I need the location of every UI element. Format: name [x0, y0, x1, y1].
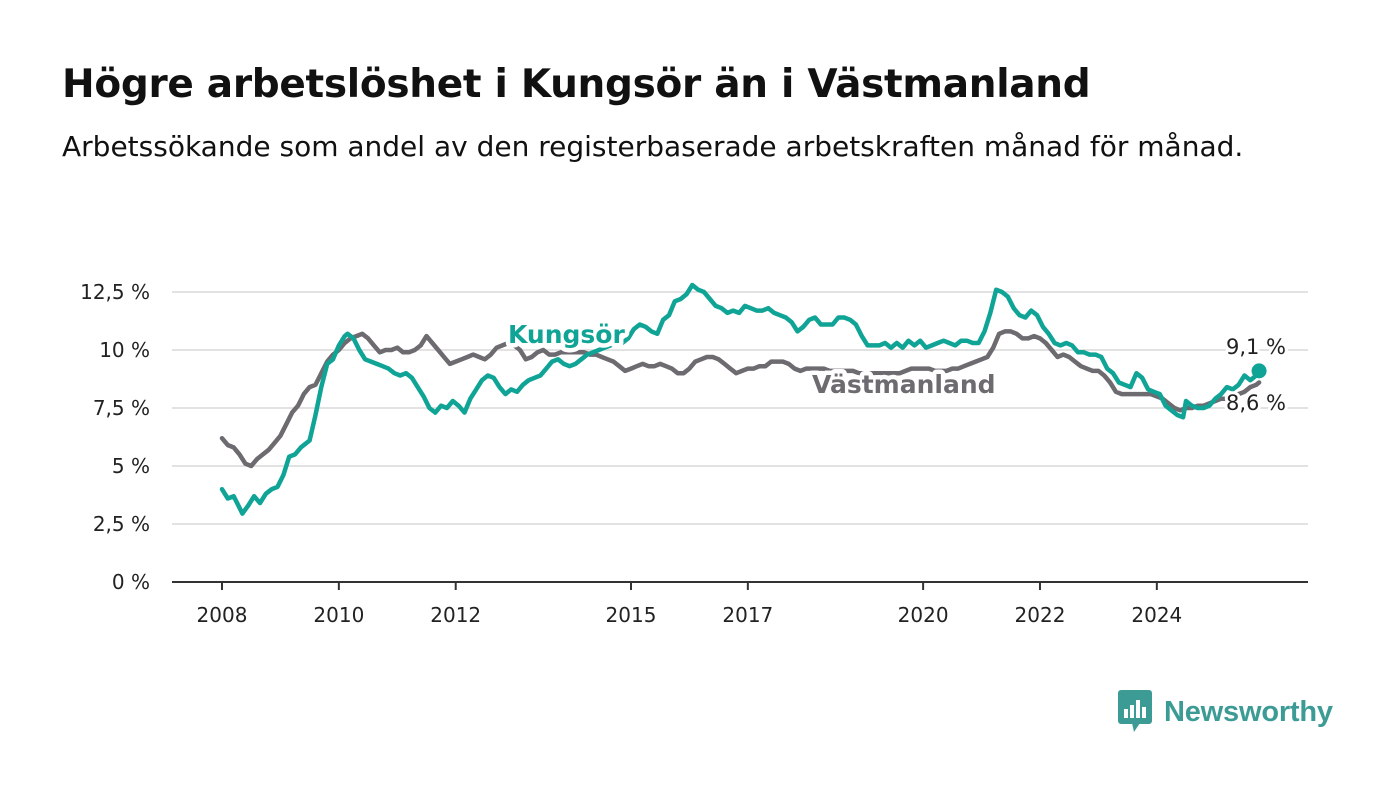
y-tick-label: 0 %: [112, 570, 150, 594]
y-tick-label: 12,5 %: [80, 280, 150, 304]
end-value-vastmanland: 8,6 %: [1226, 391, 1286, 415]
x-axis-ticks: 2008 2010 2012 2015 2017 2020 2022 2024: [197, 582, 1182, 627]
series-labels: Kungsör Västmanland 9,1 % 8,6 %: [504, 316, 1290, 419]
y-tick-label: 5 %: [112, 454, 150, 478]
x-tick-label: 2024: [1131, 603, 1182, 627]
bar-chart-speech-bubble-icon: [1118, 690, 1152, 732]
x-tick-label: 2017: [722, 603, 773, 627]
chart-title: Högre arbetslöshet i Kungsör än i Västma…: [62, 62, 1091, 107]
series-line-kungsör: [219, 282, 1262, 516]
x-tick-label: 2015: [606, 603, 657, 627]
series-line-västmanland: [219, 329, 1262, 469]
x-tick-label: 2012: [430, 603, 481, 627]
x-tick-label: 2020: [898, 603, 949, 627]
chart-subtitle: Arbetssökande som andel av den registerb…: [62, 130, 1244, 163]
x-tick-label: 2008: [197, 603, 248, 627]
newsworthy-logo: Newsworthy: [1118, 690, 1333, 734]
logo-text: Newsworthy: [1164, 695, 1333, 728]
y-tick-label: 7,5 %: [93, 396, 150, 420]
x-tick-label: 2022: [1015, 603, 1066, 627]
kungsor-end-marker: [1251, 363, 1267, 379]
series-lines: [219, 282, 1267, 516]
grid-lines: [172, 291, 1308, 583]
y-tick-label: 2,5 %: [93, 512, 150, 536]
y-axis-ticks: 0 % 2,5 % 5 % 7,5 % 10 % 12,5 %: [80, 280, 150, 594]
series-label-vastmanland: Västmanland: [812, 370, 996, 399]
y-tick-label: 10 %: [99, 338, 150, 362]
end-value-kungsor: 9,1 %: [1226, 335, 1286, 359]
series-label-kungsor: Kungsör: [508, 320, 625, 349]
x-tick-label: 2010: [313, 603, 364, 627]
